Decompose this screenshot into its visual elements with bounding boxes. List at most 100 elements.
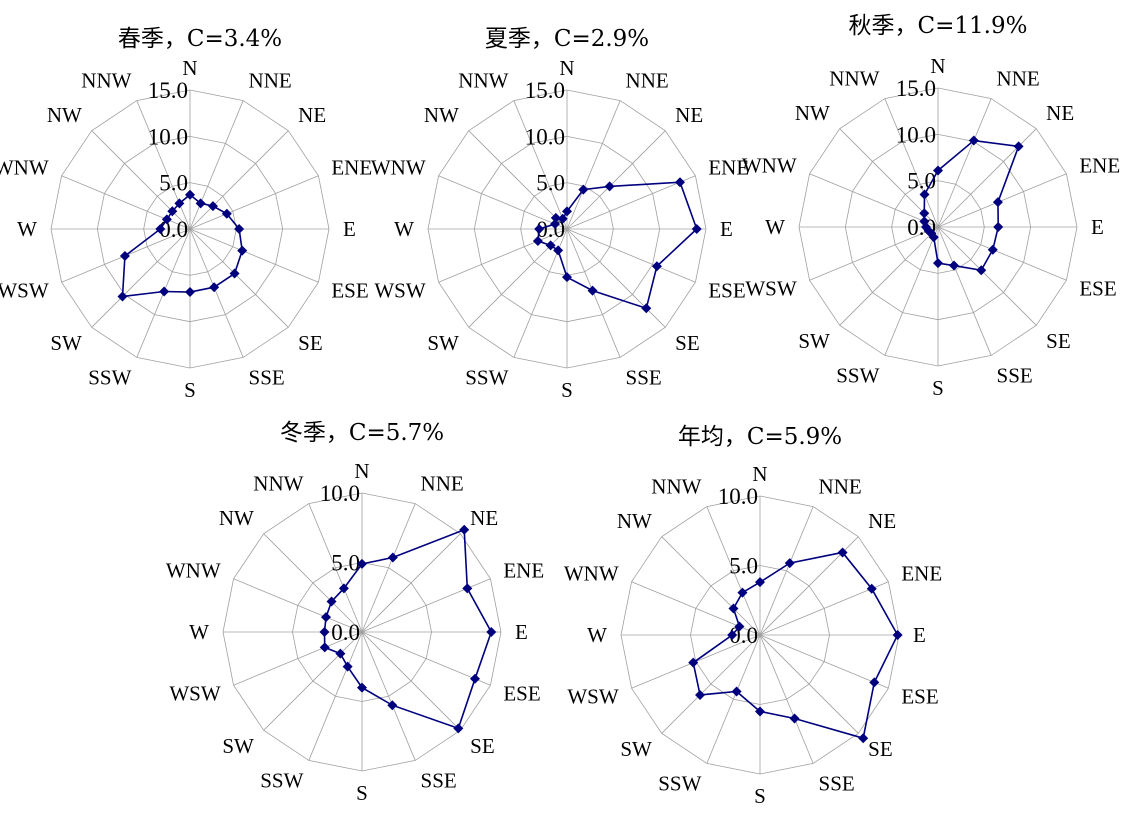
direction-label-w: W [189, 620, 209, 644]
data-point-se [641, 303, 652, 314]
direction-label-n: N [930, 54, 945, 78]
grid-spoke [937, 226, 992, 356]
data-point-n [185, 189, 195, 200]
direction-label-ene: ENE [503, 558, 544, 582]
data-point-nw [728, 603, 739, 614]
data-point-sse [387, 700, 398, 711]
grid-spoke [189, 175, 319, 230]
chart-title: 年均，C=5.9% [678, 424, 842, 450]
direction-label-wnw: WNW [371, 155, 426, 179]
data-point-w [319, 627, 330, 637]
direction-label-nne: NNE [249, 68, 292, 92]
direction-label-wnw: WNW [0, 155, 49, 179]
grid-spoke [361, 578, 491, 633]
direction-label-sw: SW [50, 331, 82, 355]
direction-label-w: W [765, 215, 785, 239]
data-point-w [534, 224, 545, 234]
data-point-ese [237, 245, 248, 256]
data-point-se [858, 733, 869, 744]
radial-tick-label: 10.0 [148, 124, 188, 149]
direction-label-ne: NE [470, 506, 498, 530]
data-point-nnw [919, 189, 930, 200]
direction-label-nw: NW [424, 103, 459, 127]
direction-label-e: E [1091, 215, 1104, 239]
direction-label-ene: ENE [331, 155, 372, 179]
grid-spoke [759, 506, 814, 636]
wind-rose-autumn: 秋季，C=11.9%0.05.010.015.0NNNENEENEEESESES… [742, 13, 1120, 400]
grid-spoke [937, 226, 1067, 281]
direction-label-se: SE [868, 737, 893, 761]
data-point-e [691, 224, 702, 234]
wind-rose-summer: 夏季，C=2.9%0.05.010.015.0NNNENEENEEESESESS… [371, 26, 749, 402]
direction-label-w: W [17, 217, 37, 241]
data-point-wsw [688, 657, 699, 668]
grid-spoke [759, 581, 889, 636]
radial-tick-label: 10.0 [320, 481, 360, 506]
direction-label-nnw: NNW [253, 471, 303, 495]
direction-label-n: N [182, 56, 197, 80]
data-point-ssw [553, 245, 564, 256]
series-line [537, 181, 698, 310]
grid-spoke [136, 100, 191, 230]
direction-label-ese: ESE [503, 682, 540, 706]
grid-spoke [468, 130, 568, 230]
data-point-wnw [919, 216, 930, 227]
data-point-ne [1013, 141, 1024, 152]
radial-tick-label: 10.0 [718, 484, 758, 509]
chart-title: 春季，C=3.4% [118, 26, 282, 52]
direction-label-ssw: SSW [465, 366, 508, 390]
direction-label-e: E [515, 620, 528, 644]
grid-spoke [566, 228, 666, 328]
data-point-nnw [557, 213, 568, 224]
grid-spoke [189, 100, 244, 230]
direction-label-sse: SSE [626, 366, 662, 390]
grid-spoke [566, 228, 696, 283]
data-point-nw [919, 208, 930, 219]
data-point-wnw [161, 214, 172, 225]
direction-label-wsw: WSW [169, 682, 221, 706]
direction-label-sw: SW [427, 331, 459, 355]
data-point-se [976, 265, 987, 276]
data-point-nnw [737, 587, 748, 598]
grid-spoke [438, 175, 568, 230]
data-point-ese [470, 673, 481, 684]
grid-spoke [809, 173, 939, 228]
data-point-w [727, 630, 738, 640]
radial-tick-label: 15.0 [525, 78, 565, 103]
direction-label-ssw: SSW [88, 366, 131, 390]
grid-spoke [91, 228, 191, 328]
direction-label-s: S [932, 376, 944, 400]
grid-spoke [937, 226, 1037, 326]
direction-label-nne: NNE [819, 474, 862, 498]
direction-label-sse: SSE [249, 366, 285, 390]
direction-label-nne: NNE [421, 471, 464, 495]
direction-label-ese: ESE [331, 279, 368, 303]
direction-label-wsw: WSW [745, 277, 797, 301]
direction-label-ssw: SSW [658, 772, 701, 796]
direction-label-nne: NNE [997, 66, 1040, 90]
data-point-s [562, 272, 572, 283]
grid-spoke [884, 226, 939, 356]
wind-rose-annual: 年均，C=5.9%0.05.010.0NNNENEENEEESESESSESSS… [564, 424, 942, 808]
direction-label-ssw: SSW [260, 769, 303, 793]
direction-label-s: S [754, 784, 766, 808]
direction-label-ne: NE [868, 509, 896, 533]
direction-label-n: N [354, 459, 369, 483]
grid-spoke [937, 173, 1067, 228]
direction-label-ese: ESE [708, 279, 745, 303]
data-point-wsw [532, 236, 543, 247]
data-point-wsw [319, 642, 330, 653]
data-point-nnw [174, 198, 185, 209]
grid-spoke [361, 631, 491, 686]
grid-spoke [661, 536, 761, 636]
data-point-wnw [734, 621, 745, 632]
direction-label-w: W [587, 623, 607, 647]
direction-label-ese: ESE [901, 685, 938, 709]
direction-label-ne: NE [1046, 101, 1074, 125]
data-point-s [357, 682, 367, 693]
data-point-ese [651, 261, 662, 272]
data-point-nw [167, 206, 178, 217]
data-point-ssw [731, 686, 742, 697]
grid-spoke [937, 98, 992, 228]
